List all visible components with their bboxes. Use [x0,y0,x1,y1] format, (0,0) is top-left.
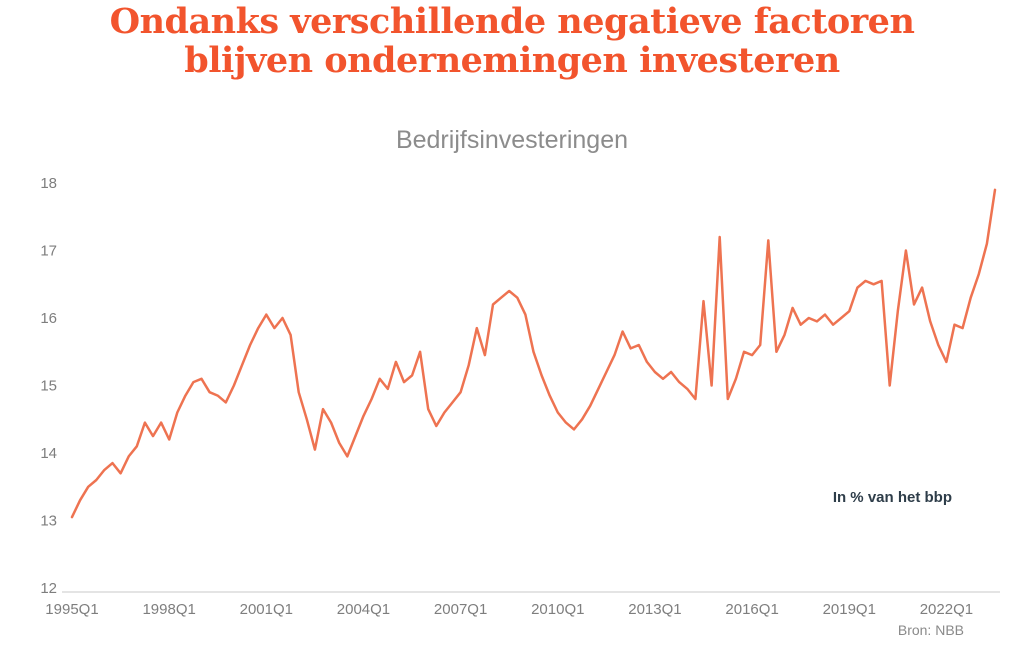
source-note: Bron: NBB [897,622,964,638]
x-tick-label: 2004Q1 [337,601,390,618]
chart-title: Bedrijfsinvesteringen [395,126,629,154]
chart-headline: Ondanks verschillende negatieve factoren… [0,2,1024,80]
y-tick-label: 16 [40,310,57,327]
unit-annotation: In % van het bbp [832,489,952,506]
headline-line2: blijven ondernemingen investeren [184,40,840,82]
x-tick-label: 1995Q1 [45,601,98,618]
x-tick-label: 2013Q1 [628,601,681,618]
headline-line1: Ondanks verschillende negatieve factoren [109,1,915,42]
y-tick-label: 12 [40,580,57,597]
x-tick-label: 2010Q1 [531,601,584,618]
y-tick-label: 15 [40,378,57,395]
x-tick-label: 2019Q1 [823,601,876,618]
x-tick-label: 2022Q1 [920,601,973,618]
y-tick-label: 14 [40,445,57,462]
y-tick-label: 17 [40,243,57,260]
y-tick-label: 18 [40,175,57,192]
y-tick-label: 13 [40,513,57,530]
chart-canvas: 12 13 14 15 16 17 18 1995Q1 1998Q1 2001Q1 2004Q1 20… [40,175,1000,618]
x-tick-label: 1998Q1 [142,601,195,618]
x-tick-label: 2016Q1 [725,601,778,618]
series-line [70,188,997,519]
x-tick-label: 2001Q1 [240,601,293,618]
x-tick-label: 2007Q1 [434,601,487,618]
